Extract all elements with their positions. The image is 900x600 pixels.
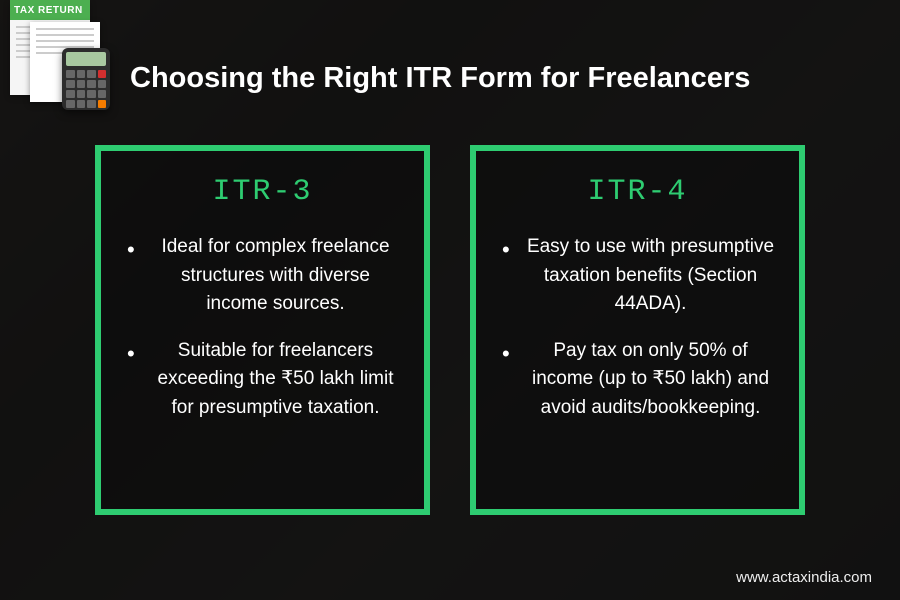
card-title: ITR-3 <box>123 175 402 209</box>
list-item: Easy to use with presumptive taxation be… <box>498 233 777 319</box>
tax-return-graphic: TAX RETURN <box>10 0 120 100</box>
card-itr4: ITR-4 Easy to use with presumptive taxat… <box>470 145 805 515</box>
tax-return-label: TAX RETURN <box>10 0 90 20</box>
card-list: Ideal for complex freelance structures w… <box>123 233 402 422</box>
card-itr3: ITR-3 Ideal for complex freelance struct… <box>95 145 430 515</box>
cards-container: ITR-3 Ideal for complex freelance struct… <box>95 145 805 515</box>
list-item: Ideal for complex freelance structures w… <box>123 233 402 319</box>
card-title: ITR-4 <box>498 175 777 209</box>
page-title: Choosing the Right ITR Form for Freelanc… <box>130 62 750 95</box>
list-item: Suitable for freelancers exceeding the ₹… <box>123 337 402 423</box>
website-url: www.actaxindia.com <box>736 569 872 586</box>
card-list: Easy to use with presumptive taxation be… <box>498 233 777 422</box>
list-item: Pay tax on only 50% of income (up to ₹50… <box>498 337 777 423</box>
calculator-icon <box>62 48 110 110</box>
